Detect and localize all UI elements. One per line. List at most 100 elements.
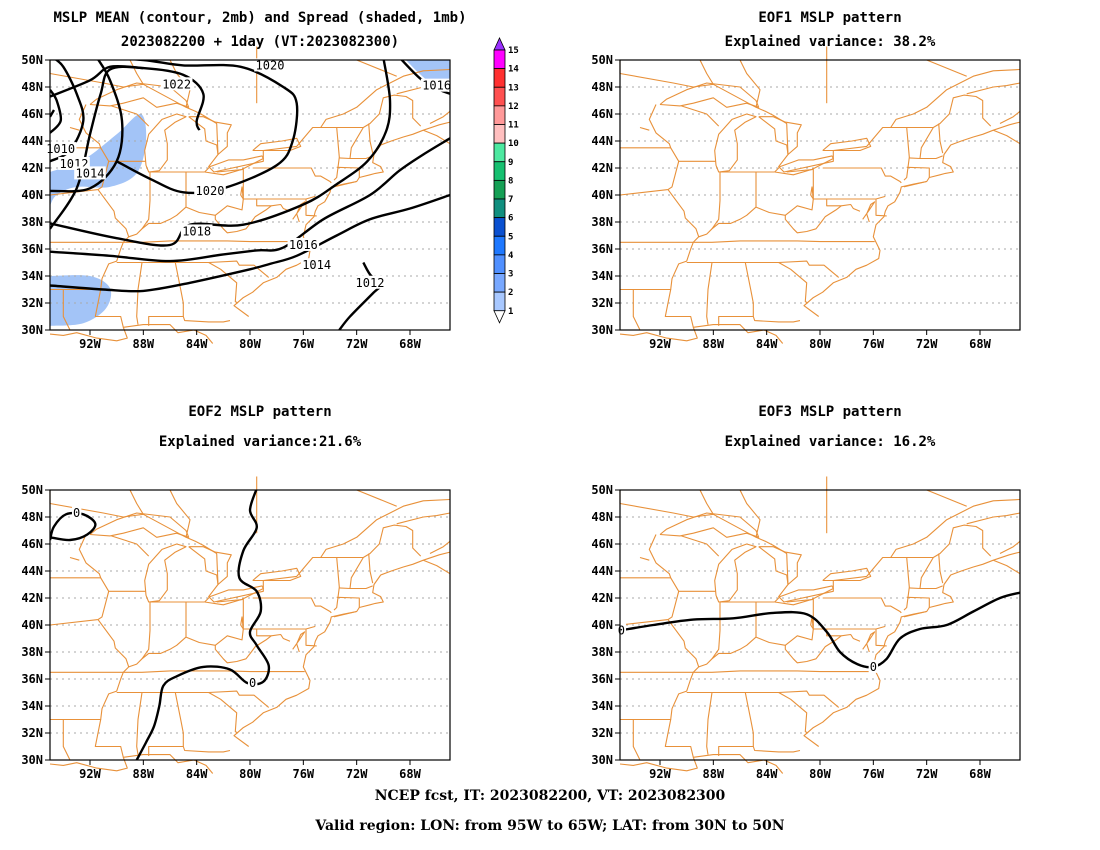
state-border	[94, 719, 124, 758]
lat-label: 34N	[21, 269, 43, 283]
isobar-label: 1022	[162, 77, 191, 91]
great-lake-outline	[188, 116, 232, 156]
lon-label: 80W	[809, 337, 831, 351]
lat-label: 36N	[591, 672, 613, 686]
state-border	[619, 534, 680, 626]
lon-label: 72W	[916, 337, 938, 351]
colorbar-label: 7	[508, 195, 513, 205]
state-border	[909, 585, 943, 590]
zero-contour-line	[620, 591, 1020, 669]
lon-label: 88W	[132, 337, 154, 351]
state-border	[903, 127, 910, 181]
colorbar-label: 10	[508, 139, 519, 149]
lat-label: 50N	[591, 483, 613, 497]
colorbar-swatch	[493, 254, 506, 274]
state-border	[938, 553, 944, 584]
state-border	[305, 629, 317, 647]
state-border	[339, 155, 373, 160]
eof2-title-line2: Explained variance:21.6%	[158, 434, 362, 450]
great-lake-outline	[252, 137, 302, 152]
lon-label: 92W	[649, 767, 671, 781]
state-border	[698, 633, 861, 668]
lon-label: 76W	[292, 337, 314, 351]
lon-label: 84W	[756, 337, 778, 351]
lon-label: 76W	[862, 337, 884, 351]
lon-label: 72W	[916, 767, 938, 781]
lat-label: 38N	[591, 645, 613, 659]
state-border	[778, 262, 809, 304]
isobar-label: 1014	[76, 166, 105, 180]
state-border	[182, 316, 231, 323]
lat-label: 44N	[21, 134, 43, 148]
isobar-label: 1014	[302, 258, 331, 272]
lat-label: 50N	[21, 53, 43, 67]
lon-label: 88W	[702, 767, 724, 781]
state-border	[208, 262, 239, 304]
colorbar: 15 14 13 12 11 10 9 8 7 6 5 4 3 2 1	[493, 37, 519, 324]
isobar-line	[50, 137, 450, 263]
zero-contour-line	[135, 490, 271, 760]
state-border	[62, 289, 71, 331]
mean-isobars	[50, 60, 450, 330]
lat-label: 38N	[21, 645, 43, 659]
state-border	[368, 553, 374, 584]
contour-label-bg	[74, 166, 106, 180]
national-border	[619, 502, 992, 603]
coastline	[233, 551, 451, 747]
colorbar-swatch	[493, 142, 506, 163]
national-border	[169, 489, 191, 538]
state-border	[938, 123, 944, 154]
national-border	[890, 68, 1021, 128]
lat-label: 46N	[21, 537, 43, 551]
eof1-title-line1: EOF1 MSLP pattern	[758, 10, 902, 26]
state-border	[810, 168, 886, 200]
national-border	[356, 59, 397, 77]
coastline	[333, 180, 357, 188]
great-lake-outline	[252, 567, 302, 582]
state-border	[752, 316, 801, 323]
state-border	[693, 670, 875, 673]
state-border	[664, 719, 694, 758]
lat-label: 44N	[591, 564, 613, 578]
eof2-gridlines	[50, 516, 450, 734]
state-border	[711, 602, 721, 660]
national-border	[890, 498, 1021, 558]
isobar-line	[116, 60, 299, 195]
state-border	[632, 289, 641, 331]
lat-label: 40N	[21, 618, 43, 632]
eof2-basemap	[49, 476, 451, 774]
coastline	[862, 201, 876, 223]
state-border	[94, 289, 124, 328]
national-border	[429, 540, 451, 554]
mean-title-line2: 2023082200 + 1day (VT:2023082300)	[120, 34, 400, 50]
state-border	[919, 557, 934, 589]
lat-label: 30N	[21, 753, 43, 767]
lat-label: 50N	[591, 53, 613, 67]
state-border	[116, 690, 270, 708]
lat-label: 48N	[21, 510, 43, 524]
lat-label: 30N	[591, 323, 613, 337]
national-border	[926, 59, 967, 77]
colorbar-bottom-arrow	[493, 310, 506, 324]
lon-label: 68W	[399, 337, 421, 351]
eof1-geography	[619, 46, 1021, 344]
contour-label-bg	[160, 77, 193, 91]
mean-title-line1: MSLP MEAN (contour, 2mb) and Spread (sha…	[53, 10, 467, 26]
national-border	[49, 502, 422, 603]
lat-label: 38N	[591, 215, 613, 229]
state-border	[681, 535, 720, 557]
national-border	[129, 489, 144, 515]
isobar-label: 1018	[182, 224, 211, 238]
coastline	[333, 610, 357, 618]
state-border	[336, 596, 360, 608]
state-border	[252, 597, 332, 614]
lat-label: 32N	[21, 726, 43, 740]
state-border	[150, 601, 187, 638]
state-border	[752, 746, 801, 753]
lat-label: 44N	[591, 134, 613, 148]
state-border	[786, 598, 814, 603]
colorbar-label: 13	[508, 83, 519, 93]
state-border	[826, 199, 842, 207]
lat-label: 40N	[591, 618, 613, 632]
lon-label: 88W	[702, 337, 724, 351]
